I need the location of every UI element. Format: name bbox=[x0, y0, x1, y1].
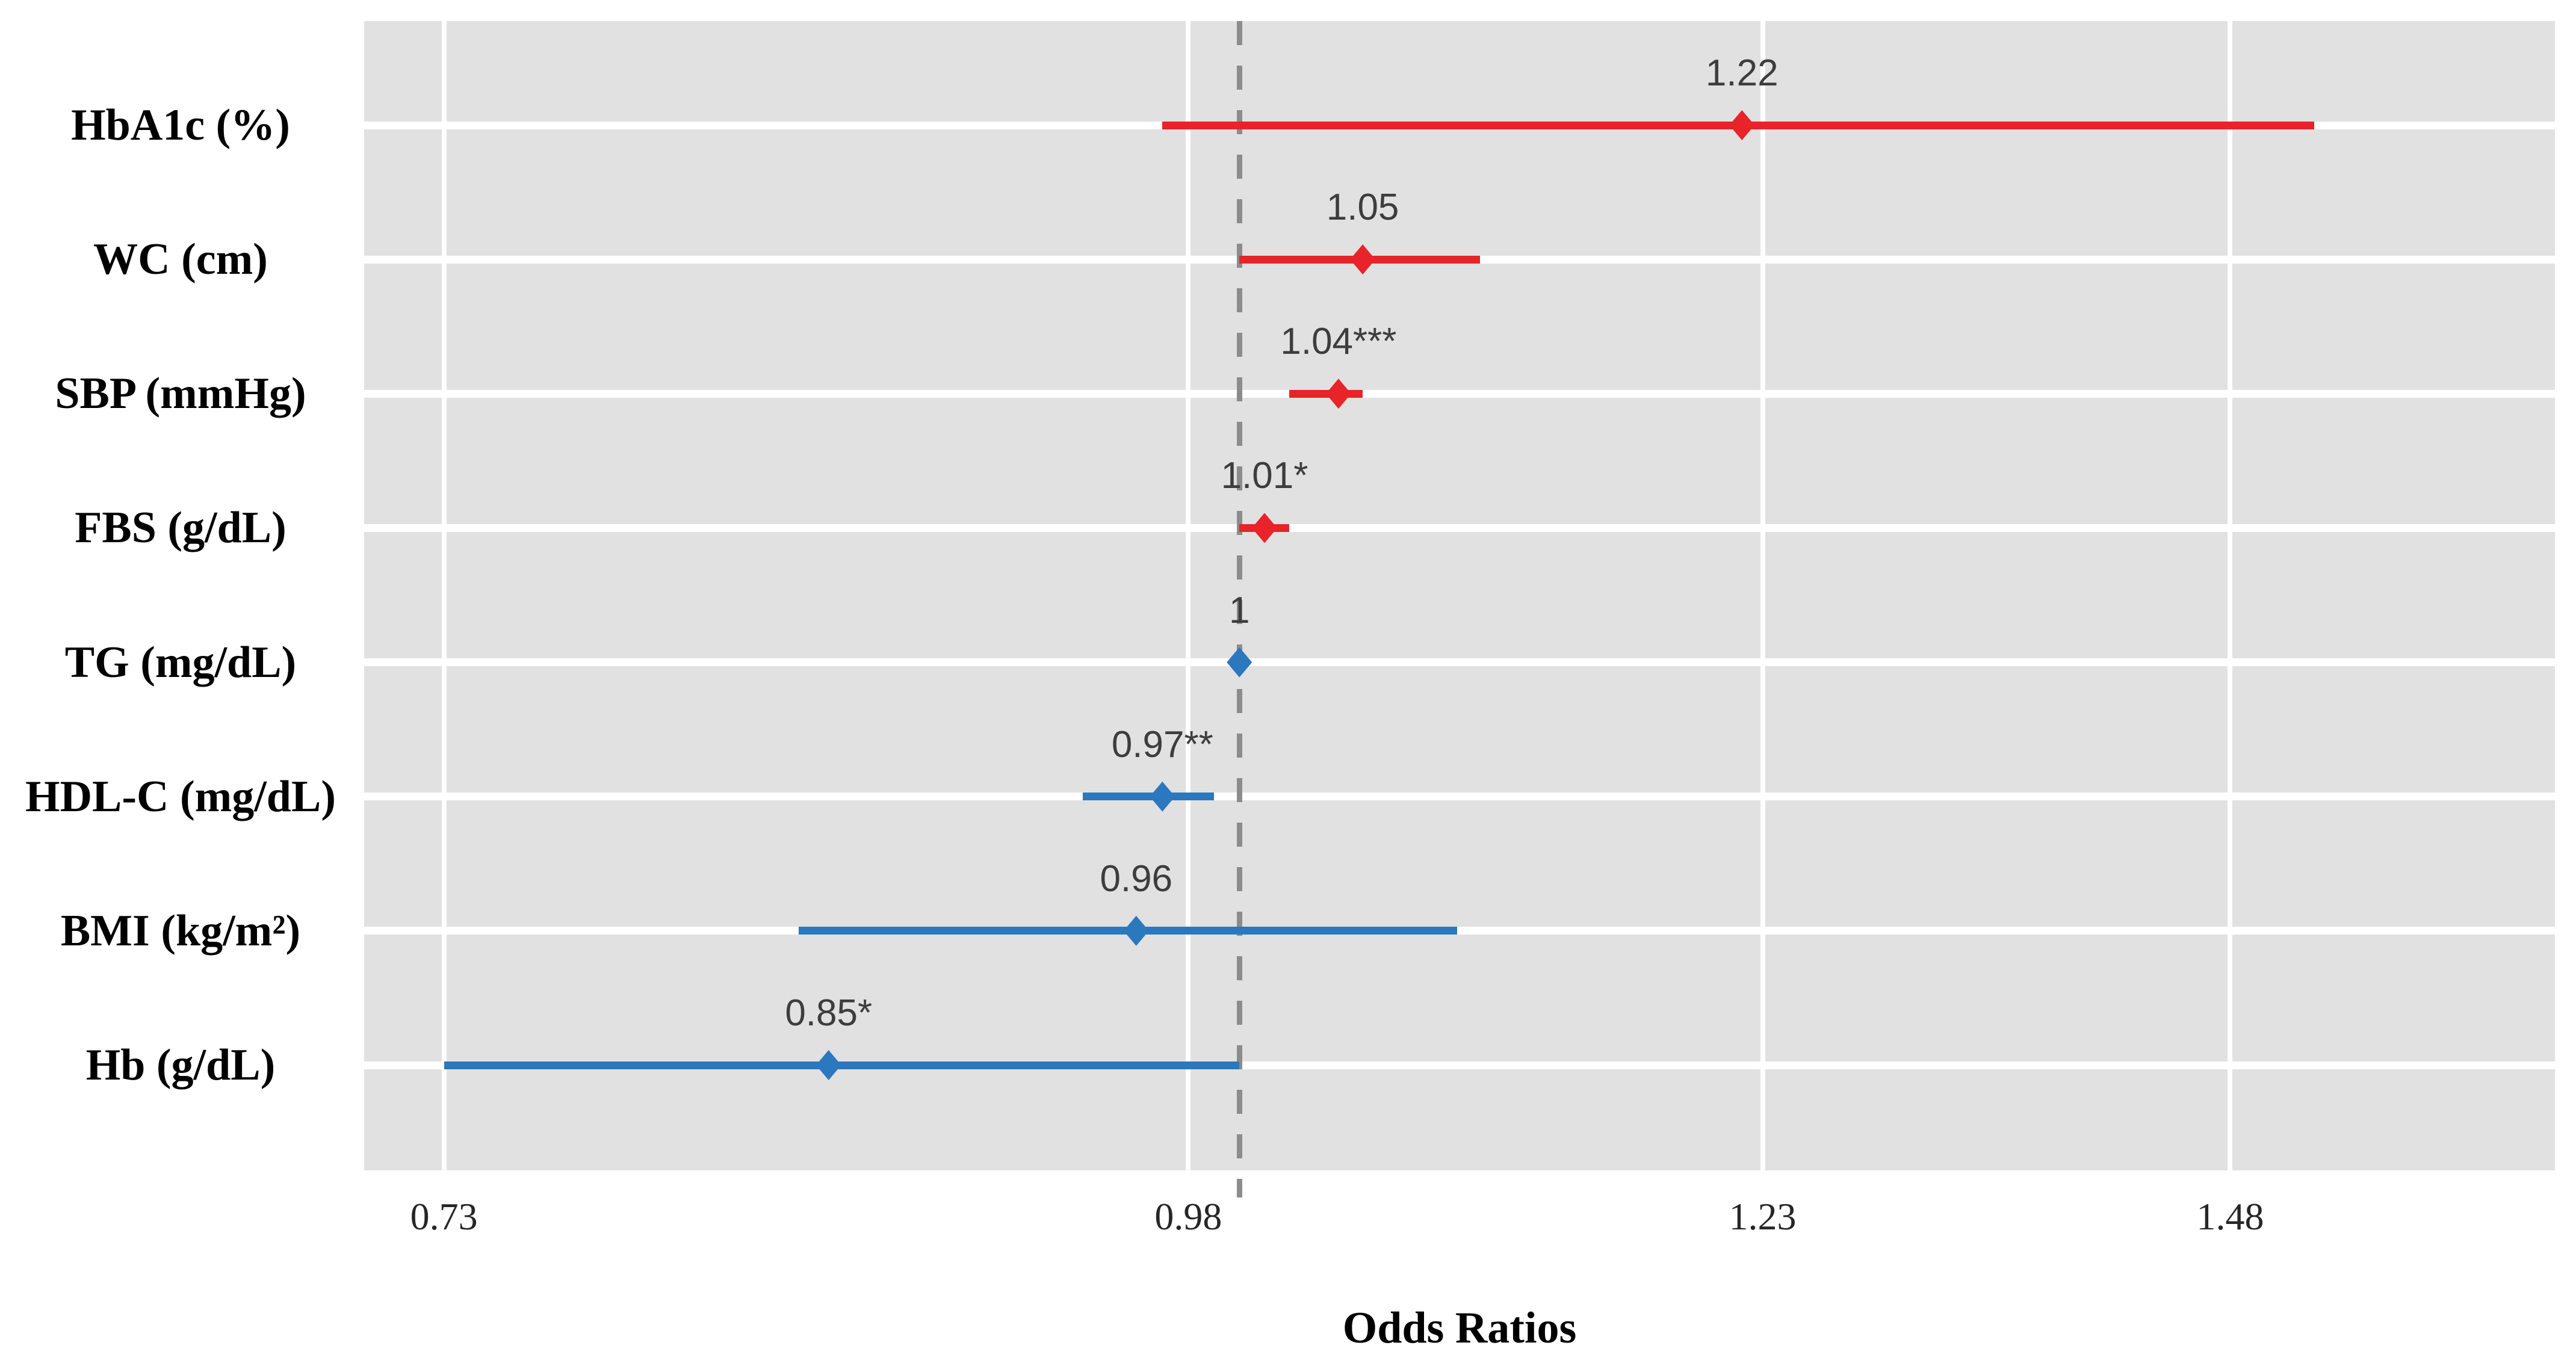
reference-line bbox=[1236, 21, 1242, 1197]
category-label: SBP (mmHg) bbox=[55, 369, 306, 419]
category-label: TG (mg/dL) bbox=[64, 637, 297, 687]
x-tick-label: 1.23 bbox=[1729, 1195, 1797, 1238]
category-label: Hb (g/dL) bbox=[85, 1040, 276, 1090]
value-label: 1.05 bbox=[1326, 187, 1399, 229]
h-gridline bbox=[364, 389, 2555, 398]
category-label: BMI (kg/m²) bbox=[60, 906, 301, 956]
v-gridline bbox=[1760, 21, 1765, 1170]
value-label: 1.01* bbox=[1221, 455, 1308, 497]
h-gridline bbox=[364, 927, 2555, 935]
value-label: 1 bbox=[1228, 589, 1250, 631]
ci-line bbox=[1083, 793, 1214, 801]
value-label: 0.97** bbox=[1111, 723, 1213, 765]
value-label: 0.96 bbox=[1100, 858, 1173, 900]
v-gridline bbox=[1186, 21, 1191, 1170]
value-label: 0.85* bbox=[785, 992, 873, 1034]
h-gridline bbox=[364, 524, 2555, 532]
plot-panel bbox=[364, 21, 2555, 1170]
h-gridline bbox=[364, 658, 2555, 667]
category-label: HDL-C (mg/dL) bbox=[25, 771, 336, 821]
x-axis-title: Odds Ratios bbox=[1342, 1303, 1577, 1353]
category-label: WC (cm) bbox=[93, 235, 268, 285]
v-gridline bbox=[441, 21, 447, 1170]
x-tick-label: 1.48 bbox=[2196, 1195, 2264, 1238]
category-label: HbA1c (%) bbox=[71, 100, 290, 150]
v-gridline bbox=[2228, 21, 2233, 1170]
ci-line bbox=[444, 1061, 1240, 1069]
h-gridline bbox=[364, 793, 2555, 801]
category-label: FBS (g/dL) bbox=[75, 503, 286, 553]
x-tick-label: 0.73 bbox=[410, 1195, 478, 1238]
x-tick-label: 0.98 bbox=[1154, 1195, 1222, 1238]
value-label: 1.22 bbox=[1705, 52, 1779, 94]
value-label: 1.04*** bbox=[1280, 321, 1397, 363]
